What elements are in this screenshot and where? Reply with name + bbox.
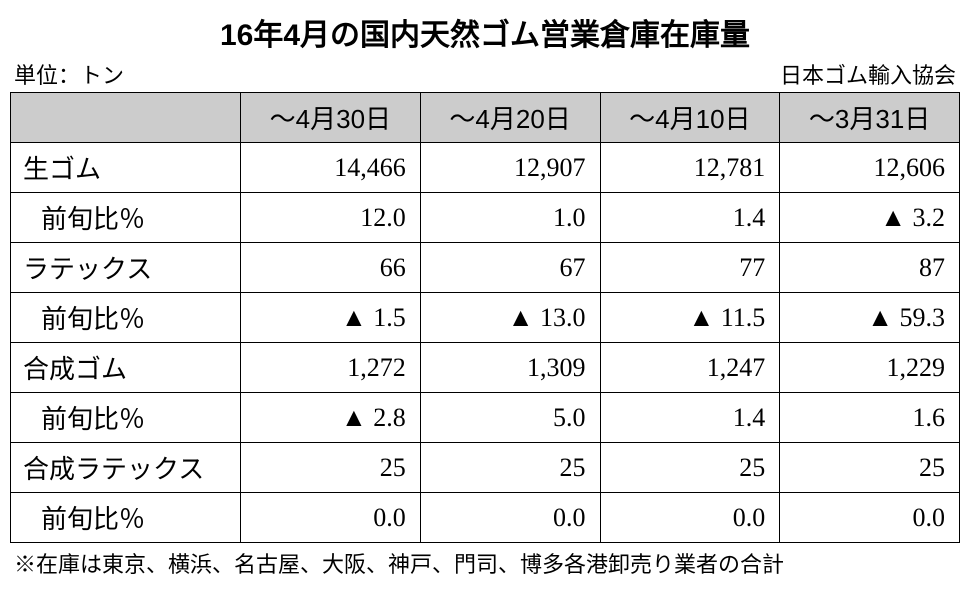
cell: 66 [241, 243, 421, 293]
header-blank [11, 93, 241, 143]
row-label: 合成ラテックス [11, 443, 241, 493]
cell: 12,907 [420, 143, 600, 193]
cell: 1.4 [600, 193, 780, 243]
cell: 25 [600, 443, 780, 493]
cell: 14,466 [241, 143, 421, 193]
cell: 77 [600, 243, 780, 293]
table-container: 16年4月の国内天然ゴム営業倉庫在庫量 単位：トン 日本ゴム輸入協会 ～4月30… [10, 10, 960, 579]
cell: 25 [420, 443, 600, 493]
source-label: 日本ゴム輸入協会 [780, 58, 956, 90]
cell: 1,229 [780, 343, 960, 393]
cell: 0.0 [241, 493, 421, 543]
row-label: 前旬比％ [11, 193, 241, 243]
table-row: 前旬比％ 12.0 1.0 1.4 ▲ 3.2 [11, 193, 960, 243]
col-header: ～4月10日 [600, 93, 780, 143]
table-row: 前旬比％ ▲ 1.5 ▲ 13.0 ▲ 11.5 ▲ 59.3 [11, 293, 960, 343]
cell: 1,247 [600, 343, 780, 393]
row-label: 前旬比％ [11, 293, 241, 343]
cell: 1.4 [600, 393, 780, 443]
cell: 0.0 [780, 493, 960, 543]
col-header: ～4月30日 [241, 93, 421, 143]
col-header: ～4月20日 [420, 93, 600, 143]
cell: 12,606 [780, 143, 960, 193]
cell: 1,272 [241, 343, 421, 393]
stock-table: ～4月30日 ～4月20日 ～4月10日 ～3月31日 生ゴム 14,466 1… [10, 92, 960, 543]
cell: 1.0 [420, 193, 600, 243]
cell: 87 [780, 243, 960, 293]
table-row: 前旬比％ 0.0 0.0 0.0 0.0 [11, 493, 960, 543]
table-row: 前旬比％ ▲ 2.8 5.0 1.4 1.6 [11, 393, 960, 443]
cell: ▲ 2.8 [241, 393, 421, 443]
cell: 25 [241, 443, 421, 493]
cell: 67 [420, 243, 600, 293]
unit-label: 単位：トン [14, 58, 124, 90]
row-label: ラテックス [11, 243, 241, 293]
cell: 5.0 [420, 393, 600, 443]
cell: ▲ 1.5 [241, 293, 421, 343]
table-header-row: ～4月30日 ～4月20日 ～4月10日 ～3月31日 [11, 93, 960, 143]
row-label: 前旬比％ [11, 493, 241, 543]
table-row: 合成ゴム 1,272 1,309 1,247 1,229 [11, 343, 960, 393]
footnote: ※在庫は東京、横浜、名古屋、大阪、神戸、門司、博多各港卸売り業者の合計 [10, 547, 960, 579]
table-body: 生ゴム 14,466 12,907 12,781 12,606 前旬比％ 12.… [11, 143, 960, 543]
cell: ▲ 59.3 [780, 293, 960, 343]
cell: 1,309 [420, 343, 600, 393]
row-label: 前旬比％ [11, 393, 241, 443]
cell: 1.6 [780, 393, 960, 443]
col-header: ～3月31日 [780, 93, 960, 143]
cell: ▲ 3.2 [780, 193, 960, 243]
table-row: 生ゴム 14,466 12,907 12,781 12,606 [11, 143, 960, 193]
page-title: 16年4月の国内天然ゴム営業倉庫在庫量 [10, 10, 960, 54]
sub-header: 単位：トン 日本ゴム輸入協会 [10, 58, 960, 90]
row-label: 生ゴム [11, 143, 241, 193]
cell: 12.0 [241, 193, 421, 243]
cell: ▲ 11.5 [600, 293, 780, 343]
cell: 25 [780, 443, 960, 493]
cell: 0.0 [600, 493, 780, 543]
table-row: ラテックス 66 67 77 87 [11, 243, 960, 293]
cell: 12,781 [600, 143, 780, 193]
row-label: 合成ゴム [11, 343, 241, 393]
table-row: 合成ラテックス 25 25 25 25 [11, 443, 960, 493]
cell: ▲ 13.0 [420, 293, 600, 343]
cell: 0.0 [420, 493, 600, 543]
